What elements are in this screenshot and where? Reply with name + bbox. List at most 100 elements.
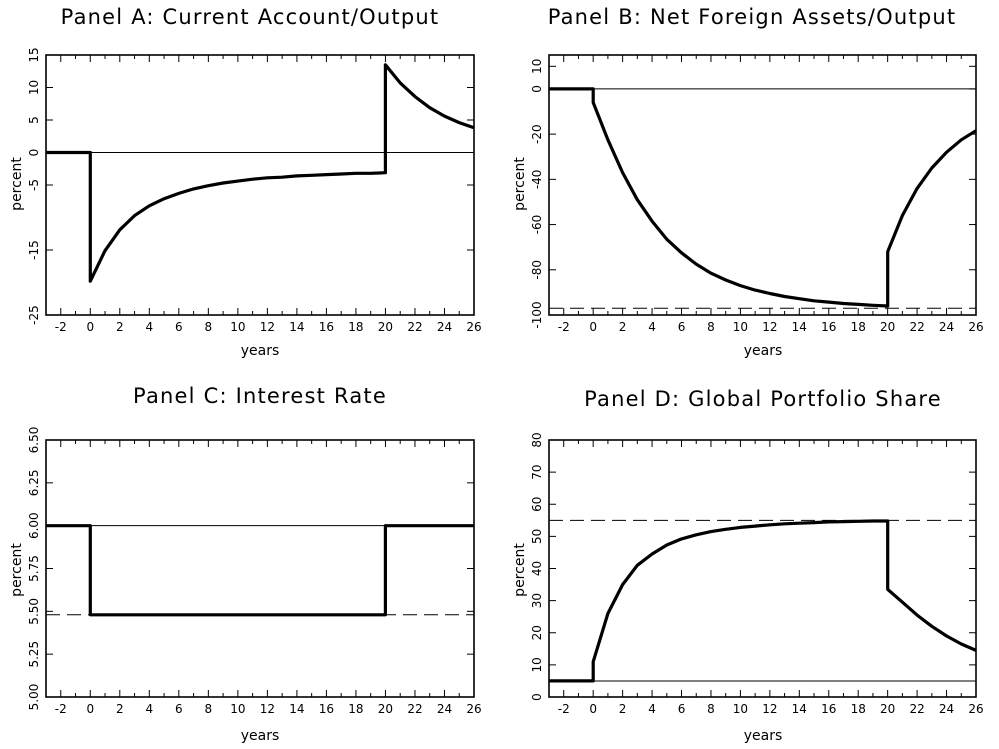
panel-d-x-tick-label: 4	[648, 702, 656, 716]
panel-d-series-line	[549, 519, 977, 683]
panel-c-y-tick-label: 5.75	[27, 555, 41, 582]
panel-c-series-line	[46, 524, 474, 617]
panel-c-y-tick-label: 6.00	[27, 512, 41, 539]
panel-c-x-tick-label: 22	[407, 702, 422, 716]
panel-d-x-tick-label: 20	[880, 702, 895, 716]
panel-a-y-tick-label: 10	[27, 80, 41, 95]
panel-d-x-tick-label: 26	[968, 702, 983, 716]
panel-b-x-tick-label: 22	[909, 320, 924, 334]
panel-a-x-tick-label: 22	[407, 320, 422, 334]
panel-d-x-tick-label: 24	[939, 702, 954, 716]
panel-d-x-tick-label: 2	[619, 702, 627, 716]
panel-d-ylabel: percent	[512, 543, 528, 597]
panel-d-y-tick-label: 60	[530, 497, 544, 512]
panel-a-x-tick-label: 10	[230, 320, 245, 334]
panel-a-x-tick-label: 4	[145, 320, 153, 334]
panel-d-y-tick-label: 40	[530, 561, 544, 576]
panel-c-x-tick-label: 2	[116, 702, 124, 716]
panel-d-y-tick-label: 30	[530, 593, 544, 608]
panel-b-ylabel: percent	[512, 157, 528, 211]
panel-a-x-tick-label: 16	[319, 320, 334, 334]
panel-c-x-tick-label: 24	[437, 702, 452, 716]
panel-a-x-tick-label: 2	[116, 320, 124, 334]
panel-c-x-tick-label: 20	[378, 702, 393, 716]
panel-c-ylabel: percent	[9, 543, 25, 597]
panel-a-x-tick-label: -2	[55, 320, 67, 334]
panel-a-x-tick-label: 20	[378, 320, 393, 334]
panel-b-x-tick-label: 26	[968, 320, 983, 334]
panel-a-x-tick-label: 8	[205, 320, 213, 334]
panel-d-plot-frame	[548, 439, 977, 698]
panel-b-x-tick-label: 6	[678, 320, 686, 334]
panel-a-x-tick-label: 0	[86, 320, 94, 334]
panel-b-y-tick-label: 10	[530, 59, 544, 74]
panel-b-y-tick-label: -100	[530, 301, 544, 328]
panel-c: Panel C: Interest Rate years percent -2 0…	[9, 384, 482, 744]
panel-b-x-tick-label: 0	[589, 320, 597, 334]
panel-c-x-tick-label: 26	[466, 702, 481, 716]
panel-b-x-tick-label: 10	[733, 320, 748, 334]
panel-b-x-tick-label: 12	[762, 320, 777, 334]
panel-d-x-tick-label: 18	[851, 702, 866, 716]
panel-c-x-tick-label: 8	[205, 702, 213, 716]
panel-a-y-tick-label: -25	[27, 305, 41, 325]
panel-d-x-tick-label: -2	[558, 702, 570, 716]
panel-b-x-tick-label: 16	[821, 320, 836, 334]
panel-a-y-tick-label: 0	[27, 149, 41, 157]
panel-d-title: Panel D: Global Portfolio Share	[584, 387, 942, 411]
panel-b-x-tick-label: 18	[851, 320, 866, 334]
panel-c-x-tick-label: 6	[175, 702, 183, 716]
panel-b-y-tick-label: -80	[530, 260, 544, 280]
panel-b-x-tick-label: 8	[707, 320, 715, 334]
panel-c-x-tick-label: 16	[319, 702, 334, 716]
panel-b-x-tick-label: 20	[880, 320, 895, 334]
panel-b-y-tick-label: -60	[530, 215, 544, 235]
panel-a-x-tick-label: 18	[348, 320, 363, 334]
panel-c-x-tick-label: 18	[348, 702, 363, 716]
panel-d-x-tick-label: 0	[589, 702, 597, 716]
panel-c-title: Panel C: Interest Rate	[133, 384, 387, 408]
panel-b-series-line	[549, 87, 977, 308]
panel-d-x-tick-label: 10	[733, 702, 748, 716]
panel-d-y-tick-label: 20	[530, 625, 544, 640]
panel-d-y-tick-label: 10	[530, 657, 544, 672]
panel-d-x-tick-label: 16	[821, 702, 836, 716]
panel-b-y-tick-label: 0	[530, 85, 544, 93]
panel-d-y-tick-label: 0	[530, 693, 544, 701]
panel-d-x-tick-label: 6	[678, 702, 686, 716]
panel-d-y-tick-label: 50	[530, 529, 544, 544]
panel-d-y-tick-label: 70	[530, 464, 544, 479]
panel-b-xlabel: years	[744, 343, 783, 359]
panel-c-y-tick-label: 5.25	[27, 641, 41, 668]
panel-a: Panel A: Current Account/Output years pe…	[9, 5, 482, 359]
panel-a-xlabel: years	[241, 343, 280, 359]
panel-d-x-tick-label: 8	[707, 702, 715, 716]
panel-a-ylabel: percent	[9, 157, 25, 211]
panel-a-title: Panel A: Current Account/Output	[61, 5, 440, 29]
panel-a-x-tick-label: 24	[437, 320, 452, 334]
panel-d-x-tick-label: 22	[909, 702, 924, 716]
panel-c-xlabel: years	[241, 728, 280, 744]
panel-a-y-tick-label: -5	[27, 179, 41, 191]
panel-d: Panel D: Global Portfolio Share years pe…	[512, 387, 984, 744]
panel-d-x-tick-label: 12	[762, 702, 777, 716]
panel-a-y-tick-label: -15	[27, 240, 41, 260]
panel-a-plot-frame	[45, 54, 475, 316]
panel-b-plot-frame	[548, 54, 977, 316]
panel-b-x-tick-label: 4	[648, 320, 656, 334]
panel-a-x-tick-label: 14	[289, 320, 304, 334]
panel-b: Panel B: Net Foreign Assets/Output years…	[512, 5, 984, 359]
panel-a-x-tick-label: 6	[175, 320, 183, 334]
panel-b-title: Panel B: Net Foreign Assets/Output	[548, 5, 957, 29]
panel-b-x-tick-label: 14	[792, 320, 807, 334]
panel-c-x-tick-label: 12	[260, 702, 275, 716]
panel-c-y-tick-label: 6.25	[27, 469, 41, 496]
panel-d-x-tick-label: 14	[792, 702, 807, 716]
panel-c-y-tick-label: 5.00	[27, 684, 41, 711]
panel-c-y-tick-label: 6.50	[27, 427, 41, 454]
panel-b-x-tick-label: 24	[939, 320, 954, 334]
panel-c-plot-frame	[45, 439, 475, 698]
panel-c-x-tick-label: -2	[55, 702, 67, 716]
panel-b-x-tick-label: -2	[558, 320, 570, 334]
